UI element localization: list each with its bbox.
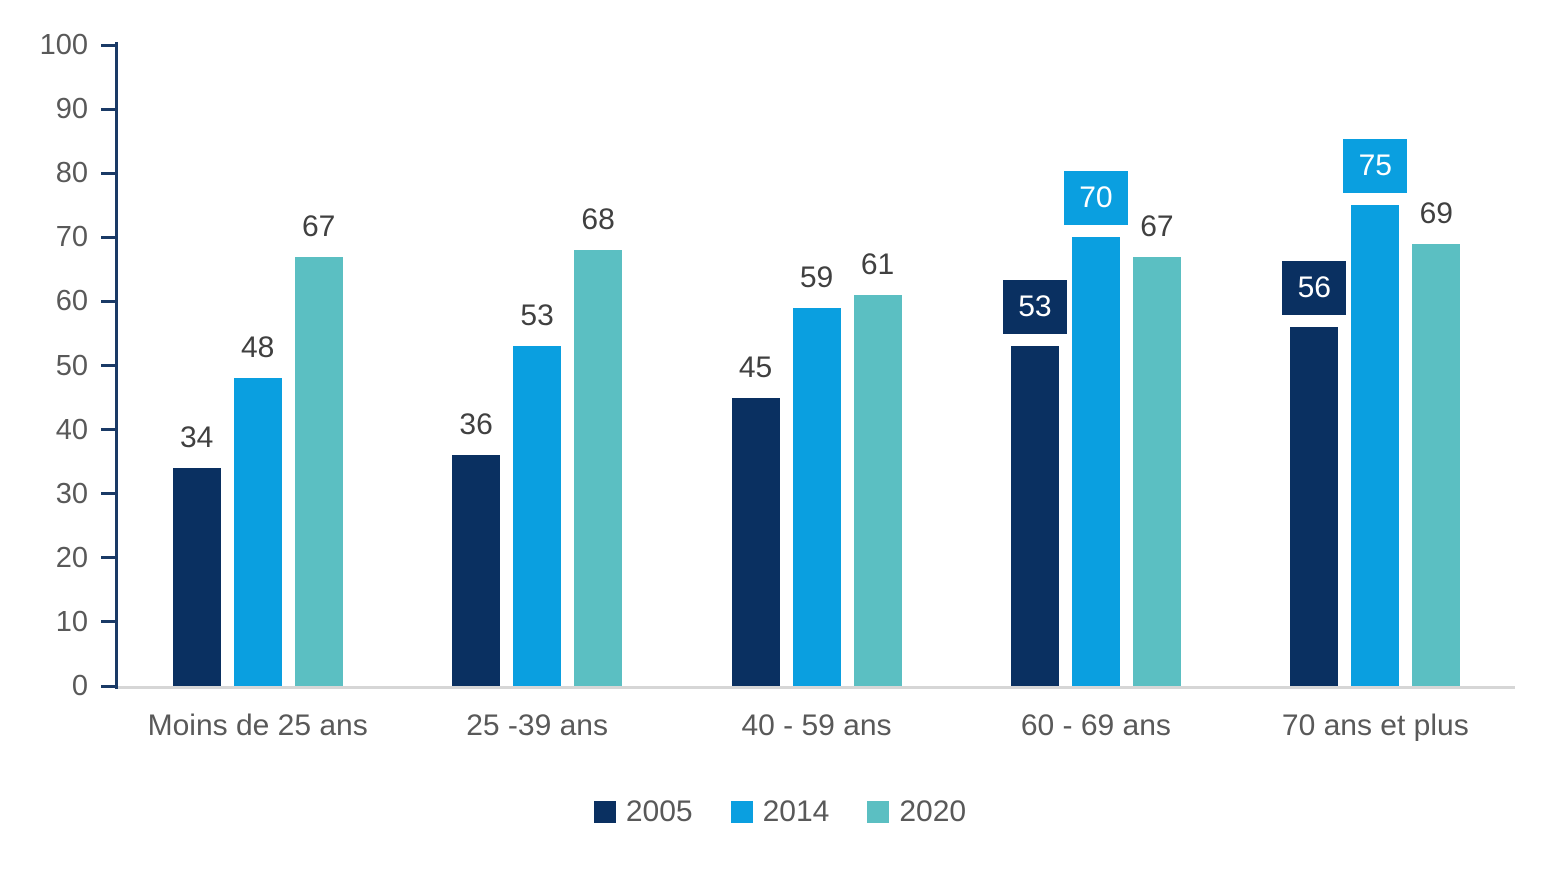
data-label: 69 [1419, 196, 1453, 230]
y-axis-tick [101, 684, 115, 688]
data-label-boxed: 53 [1002, 280, 1067, 335]
bar-2020-4 [1132, 256, 1181, 686]
y-axis-tick-label: 80 [55, 157, 88, 190]
legend-item-2005: 2005 [593, 795, 693, 829]
bar-2005-2 [452, 455, 501, 686]
legend-swatch-icon [867, 801, 890, 823]
y-axis-tick-label: 0 [71, 670, 88, 702]
data-label: 68 [581, 203, 615, 237]
category-label: 25 -39 ans [466, 709, 608, 742]
bar-2020-3 [853, 294, 902, 686]
bar-2005-5 [1290, 327, 1339, 686]
bar-2014-4 [1071, 237, 1120, 686]
bar-2014-3 [792, 307, 841, 686]
bar-2020-5 [1412, 243, 1461, 686]
y-axis-tick [101, 492, 115, 496]
legend-swatch-icon [730, 801, 753, 823]
bar-2005-4 [1010, 346, 1059, 686]
bar-2014-2 [513, 346, 562, 686]
data-label: 53 [520, 299, 554, 333]
y-axis-tick [101, 364, 115, 367]
bar-2005-1 [172, 468, 221, 686]
y-axis-tick-label: 10 [55, 605, 88, 638]
legend-item-2014: 2014 [730, 795, 830, 829]
data-label: 61 [860, 247, 895, 281]
y-axis-tick [101, 171, 115, 175]
data-label: 67 [1140, 209, 1174, 243]
y-axis-tick [101, 299, 115, 303]
y-axis-tick-label: 60 [55, 285, 88, 318]
bar-2020-2 [574, 250, 623, 686]
y-axis-tick [101, 107, 115, 111]
data-label: 36 [459, 408, 493, 442]
legend-label: 2005 [625, 795, 693, 828]
bar-2014-5 [1351, 205, 1400, 686]
legend: 2005 2014 2020 [0, 795, 1560, 829]
y-axis-tick [101, 43, 115, 47]
y-axis-tick [101, 620, 115, 624]
legend-swatch-icon [593, 801, 616, 823]
bar-2005-3 [731, 397, 780, 686]
legend-label: 2020 [899, 795, 967, 828]
y-axis-tick-label: 50 [55, 349, 88, 382]
y-axis-tick-label: 40 [55, 413, 88, 446]
data-label: 48 [241, 331, 275, 365]
legend-item-2020: 2020 [867, 795, 966, 829]
y-axis-tick-label: 20 [55, 541, 88, 574]
y-axis-tick-label: 90 [55, 93, 88, 126]
category-label: 70 ans et plus [1281, 709, 1469, 742]
category-label: 40 - 59 ans [741, 709, 892, 742]
category-label: Moins de 25 ans [147, 709, 368, 742]
data-label-boxed: 70 [1063, 171, 1128, 226]
data-label: 34 [180, 421, 214, 455]
y-axis-tick-label: 30 [55, 477, 88, 510]
bar-2014-1 [233, 378, 282, 686]
data-label: 59 [799, 260, 834, 294]
data-label-boxed: 75 [1343, 139, 1408, 194]
y-axis-tick-label: 100 [39, 29, 88, 61]
data-label: 45 [738, 350, 773, 384]
data-label: 67 [302, 209, 336, 243]
data-label-boxed: 56 [1282, 261, 1347, 316]
y-axis-tick [101, 556, 115, 560]
y-axis-tick [101, 428, 115, 432]
category-label: 60 - 69 ans [1020, 709, 1171, 742]
y-axis-line [115, 42, 118, 689]
bar-2020-1 [294, 256, 343, 686]
legend-label: 2014 [762, 795, 830, 828]
y-axis-tick [101, 235, 115, 239]
x-axis-baseline [118, 686, 1515, 689]
y-axis-tick-label: 70 [55, 221, 88, 254]
